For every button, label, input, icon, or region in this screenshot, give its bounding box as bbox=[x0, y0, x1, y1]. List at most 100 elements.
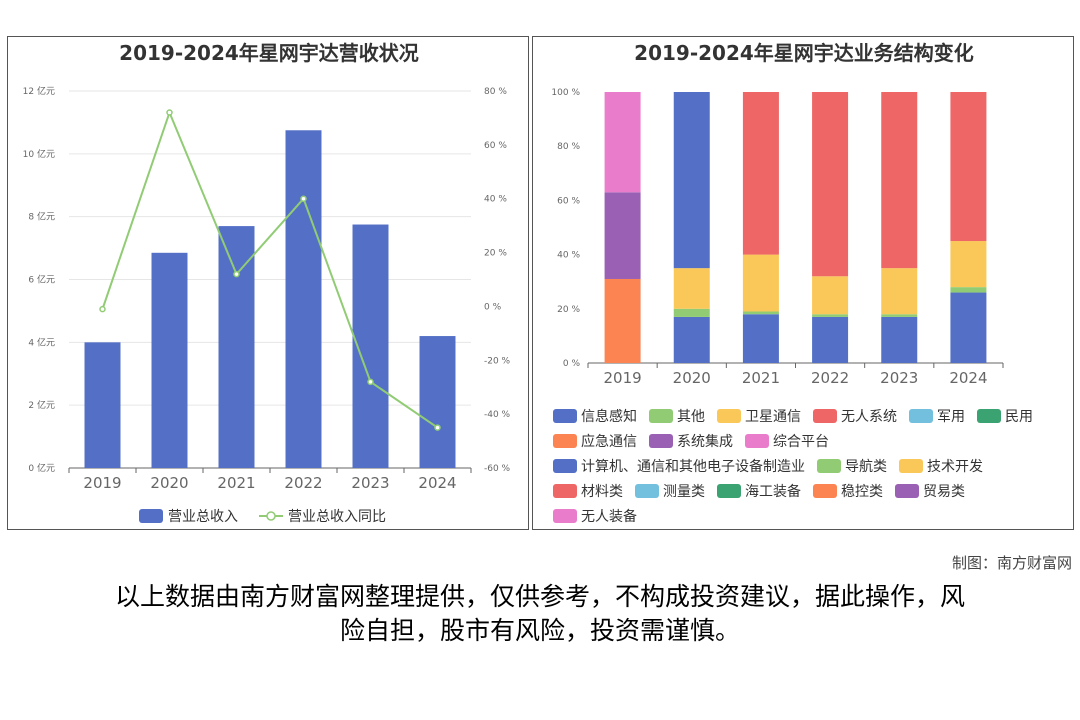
yoy-point bbox=[166, 109, 173, 116]
legend-swatch bbox=[813, 409, 837, 423]
y-tick-label-right: 20 % bbox=[484, 249, 507, 259]
stack-segment bbox=[812, 316, 849, 363]
y-tick-label: 40 % bbox=[557, 251, 580, 261]
legend-label: 军用 bbox=[937, 409, 965, 425]
x-tick-label: 2021 bbox=[742, 369, 780, 387]
disclaimer-line-2: 险自担，股市有风险，投资需谨慎。 bbox=[339, 616, 740, 645]
disclaimer-line-1: 以上数据由南方财富网整理提供，仅供参考，不构成投资建议，据此操作，风 bbox=[114, 582, 965, 611]
legend-label: 稳控类 bbox=[841, 484, 883, 500]
y-tick-label-left: 8 亿元 bbox=[28, 211, 55, 223]
legend-label: 导航类 bbox=[845, 459, 887, 475]
legend-label: 材料类 bbox=[581, 484, 623, 500]
yoy-point bbox=[367, 378, 374, 386]
stack-segment bbox=[950, 292, 987, 363]
legend-swatch bbox=[899, 459, 923, 473]
business-structure-chart-panel: 2019-2024年星网宇达业务结构变化 0 % 20 % 40 % 60 % 80 % 1… bbox=[532, 36, 1074, 530]
revenue-bar bbox=[218, 226, 255, 468]
legend-swatch bbox=[895, 484, 919, 498]
stack-segment bbox=[673, 316, 710, 363]
chart-title: 2019-2024年星网宇达营收状况 bbox=[119, 41, 419, 65]
stack-segment bbox=[812, 276, 849, 315]
y-tick-label-right: -40 % bbox=[484, 410, 511, 420]
x-tick-label: 2020 bbox=[673, 369, 711, 387]
stack-segment bbox=[742, 314, 779, 363]
yoy-point bbox=[300, 195, 307, 202]
legend-swatch-revenue bbox=[139, 509, 163, 523]
y-tick-label-left: 12 亿元 bbox=[23, 85, 55, 97]
stack-segment bbox=[604, 192, 641, 279]
business-structure-chart: 2019-2024年星网宇达业务结构变化 0 % 20 % 40 % 60 % 80 % 1… bbox=[551, 41, 1033, 525]
y-tick-label-right: 0 % bbox=[484, 302, 502, 312]
stack-segment bbox=[881, 314, 918, 317]
legend-swatch bbox=[817, 459, 841, 473]
legend-label: 卫星通信 bbox=[745, 409, 801, 425]
stack-segment bbox=[881, 92, 918, 269]
stack-segment bbox=[673, 268, 710, 309]
y-tick-label-left: 0 亿元 bbox=[28, 462, 55, 474]
chart-credit: 制图：南方财富网 bbox=[951, 554, 1072, 572]
x-tick-label: 2023 bbox=[351, 474, 389, 492]
y-tick-label-left: 2 亿元 bbox=[28, 399, 55, 411]
x-tick-label: 2022 bbox=[811, 369, 849, 387]
legend-swatch bbox=[553, 484, 577, 498]
y-tick-label-right: 40 % bbox=[484, 195, 507, 205]
legend-label-yoy: 营业总收入同比 bbox=[288, 509, 386, 525]
legend-swatch bbox=[635, 484, 659, 498]
x-tick-label: 2021 bbox=[217, 474, 255, 492]
revenue-chart-panel: 2019-2024年星网宇达营收状况 0 亿元 2 亿元 4 亿元 6 亿元 8 亿元 10… bbox=[7, 36, 529, 530]
y-tick-label-right: 80 % bbox=[484, 87, 507, 97]
legend-label: 贸易类 bbox=[923, 484, 965, 500]
stack-segment bbox=[604, 92, 641, 193]
revenue-bar bbox=[419, 336, 456, 468]
legend-swatch bbox=[909, 409, 933, 423]
y-tick-label: 0 % bbox=[563, 359, 581, 369]
legend-label: 计算机、通信和其他电子设备制造业 bbox=[581, 458, 805, 475]
legend-label: 系统集成 bbox=[677, 433, 733, 450]
legend-swatch bbox=[745, 434, 769, 448]
stack-segment bbox=[950, 287, 987, 293]
legend-swatch bbox=[553, 434, 577, 448]
stack-segment bbox=[950, 241, 987, 288]
stack-segment bbox=[950, 92, 987, 242]
legend-swatch bbox=[649, 409, 673, 423]
stack-segment bbox=[812, 314, 849, 317]
legend-label: 技术开发 bbox=[927, 459, 983, 475]
stack-segment bbox=[673, 92, 710, 269]
legend-label: 民用 bbox=[1005, 409, 1033, 425]
x-tick-label: 2023 bbox=[880, 369, 918, 387]
revenue-chart: 2019-2024年星网宇达营收状况 0 亿元 2 亿元 4 亿元 6 亿元 8 亿元 10… bbox=[23, 41, 511, 525]
yoy-point bbox=[233, 270, 240, 278]
chart-title: 2019-2024年星网宇达业务结构变化 bbox=[634, 41, 974, 65]
y-tick-label: 100 % bbox=[551, 88, 580, 98]
legend-label: 测量类 bbox=[663, 484, 705, 500]
revenue-bar bbox=[151, 252, 188, 468]
yoy-point bbox=[434, 424, 441, 431]
x-tick-label: 2022 bbox=[284, 474, 322, 492]
stack-segment bbox=[673, 308, 710, 317]
stack-segment bbox=[881, 268, 918, 315]
y-tick-label-right: -20 % bbox=[484, 356, 511, 366]
legend-swatch bbox=[717, 409, 741, 423]
legend-swatch bbox=[717, 484, 741, 498]
legend-label: 无人装备 bbox=[581, 508, 637, 525]
y-tick-label: 20 % bbox=[557, 305, 580, 315]
legend-swatch bbox=[813, 484, 837, 498]
y-tick-label-right: -60 % bbox=[484, 464, 511, 474]
x-tick-label: 2024 bbox=[949, 369, 987, 387]
stack-segment bbox=[812, 92, 849, 277]
y-tick-label-right: 60 % bbox=[484, 141, 507, 151]
legend-swatch bbox=[553, 459, 577, 473]
legend-label: 信息感知 bbox=[581, 408, 637, 425]
legend-swatch-yoy-marker bbox=[266, 511, 276, 521]
y-tick-label-left: 6 亿元 bbox=[28, 274, 55, 286]
yoy-point bbox=[99, 305, 106, 313]
yoy-line bbox=[101, 109, 439, 429]
stack-segment bbox=[881, 316, 918, 363]
legend-swatch bbox=[649, 434, 673, 448]
stack-segment bbox=[742, 92, 779, 255]
stack-segment bbox=[742, 254, 779, 312]
legend-label: 综合平台 bbox=[773, 434, 829, 450]
legend-swatch bbox=[553, 509, 577, 523]
legend-label-revenue: 营业总收入 bbox=[168, 509, 238, 525]
legend-label: 无人系统 bbox=[841, 409, 897, 425]
